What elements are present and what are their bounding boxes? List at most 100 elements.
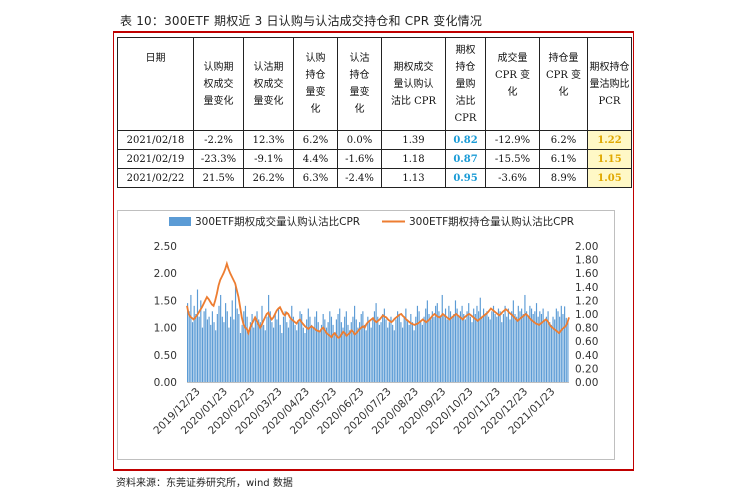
volume-cpr-bar <box>350 322 352 382</box>
volume-cpr-bar <box>517 305 519 382</box>
volume-cpr-bar <box>435 305 437 382</box>
volume-cpr-bar <box>256 311 258 382</box>
y-left-tick-label: 2.50 <box>154 241 177 253</box>
y-right-tick-label: 1.40 <box>575 282 598 294</box>
volume-cpr-bar <box>491 311 493 382</box>
volume-cpr-bar <box>352 316 354 382</box>
cell: -2.2% <box>193 130 244 150</box>
volume-cpr-bar <box>545 316 548 382</box>
volume-cpr-bar <box>554 319 556 382</box>
volume-cpr-bar <box>206 319 208 382</box>
volume-cpr-bar <box>258 319 260 382</box>
volume-cpr-bar <box>567 320 569 382</box>
volume-cpr-bar <box>489 319 491 382</box>
volume-cpr-bar <box>294 324 296 382</box>
volume-cpr-bar <box>251 314 253 382</box>
volume-cpr-bar <box>281 333 283 382</box>
volume-cpr-bar <box>547 311 549 382</box>
legend-label-oi-cpr: 300ETF期权持仓量认购认沽比CPR <box>409 215 574 228</box>
volume-cpr-bar <box>339 308 341 382</box>
volume-cpr-bar <box>211 311 213 382</box>
volume-cpr-bar <box>484 314 486 382</box>
volume-cpr-bar <box>468 303 470 382</box>
volume-cpr-bar <box>454 300 457 382</box>
volume-cpr-bar <box>337 314 339 382</box>
volume-cpr-bar <box>540 314 543 382</box>
cell: -9.1% <box>243 149 294 169</box>
volume-cpr-bar <box>196 289 199 382</box>
volume-cpr-bar <box>215 330 217 382</box>
volume-cpr-bar <box>403 316 405 382</box>
volume-cpr-bar <box>287 327 290 382</box>
cell: -23.3% <box>193 149 244 169</box>
volume-cpr-bar <box>440 316 442 382</box>
frame-left-border <box>113 31 114 469</box>
volume-cpr-bar <box>327 322 329 382</box>
volume-cpr-bar <box>444 308 447 382</box>
header-volume-cpr-change: 成交量 CPR 变化 <box>485 37 540 131</box>
volume-cpr-bar <box>438 311 440 382</box>
volume-cpr-bar <box>436 303 438 382</box>
volume-cpr-bar <box>187 303 189 382</box>
header-volume-cpr: 期权成交量认购认沽比 CPR <box>381 37 446 131</box>
volume-cpr-bar <box>334 333 336 382</box>
volume-cpr-bar <box>392 324 394 382</box>
volume-cpr-bar <box>315 311 318 382</box>
volume-cpr-bar <box>228 327 230 382</box>
volume-cpr-bar <box>372 319 374 382</box>
volume-cpr-bar <box>405 308 407 382</box>
volume-cpr-bar <box>362 311 364 382</box>
volume-cpr-bar <box>423 316 425 382</box>
volume-cpr-bar <box>230 316 232 382</box>
volume-cpr-bar <box>506 316 508 382</box>
cell: 1.13 <box>381 168 446 188</box>
y-right-tick-label: 0.60 <box>575 336 598 348</box>
volume-cpr-bar <box>387 327 389 382</box>
header-put-volume-change: 认沽期权成交量变化 <box>243 37 294 131</box>
volume-cpr-bar <box>259 322 261 382</box>
volume-cpr-bar <box>451 316 453 382</box>
volume-cpr-bar <box>191 322 194 382</box>
volume-cpr-bar <box>483 308 485 382</box>
volume-cpr-bar <box>552 316 554 382</box>
volume-cpr-bar <box>466 311 468 382</box>
volume-cpr-bar <box>238 314 240 382</box>
volume-cpr-bar <box>239 333 242 382</box>
y-right-tick-label: 0.20 <box>575 363 598 375</box>
y-left-tick-label: 0.50 <box>154 350 177 362</box>
volume-cpr-bar <box>325 327 328 382</box>
cell: 21.5% <box>193 168 244 188</box>
volume-cpr-bar <box>269 311 271 382</box>
cell-oi-pcr: 1.05 <box>587 168 632 188</box>
cell-date: 2021/02/19 <box>117 149 194 169</box>
cell: -2.4% <box>337 168 382 188</box>
volume-cpr-bar <box>522 314 524 382</box>
volume-cpr-bar <box>512 300 514 382</box>
volume-cpr-bar <box>509 319 511 382</box>
volume-cpr-bar <box>319 330 321 382</box>
volume-cpr-bar <box>208 316 210 382</box>
source-note: 资料来源：东莞证券研究所，wind 数据 <box>116 478 293 489</box>
header-date: 日期 <box>117 37 194 131</box>
cell: 8.9% <box>539 168 588 188</box>
cell-date: 2021/02/18 <box>117 130 194 150</box>
volume-cpr-bar <box>511 311 513 382</box>
volume-cpr-bar <box>198 316 200 382</box>
volume-cpr-bar <box>453 314 455 382</box>
volume-cpr-bar <box>373 311 376 382</box>
volume-cpr-bar <box>459 311 462 382</box>
volume-cpr-bar <box>190 294 192 382</box>
volume-cpr-bar <box>200 300 202 382</box>
volume-cpr-bar <box>357 327 359 382</box>
frame-right-border <box>633 31 634 469</box>
volume-cpr-bar <box>221 316 223 382</box>
volume-cpr-bar <box>241 324 243 382</box>
volume-cpr-bar <box>463 314 465 382</box>
volume-cpr-bar <box>254 316 256 382</box>
table-row: 2021/02/19 -23.3% -9.1% 4.4% -1.6% 1.18 … <box>117 149 632 169</box>
volume-cpr-bar <box>329 311 331 382</box>
volume-cpr-bar <box>210 324 212 382</box>
volume-cpr-bar <box>248 330 250 382</box>
volume-cpr-bar <box>382 314 384 382</box>
volume-cpr-bar <box>368 322 371 382</box>
